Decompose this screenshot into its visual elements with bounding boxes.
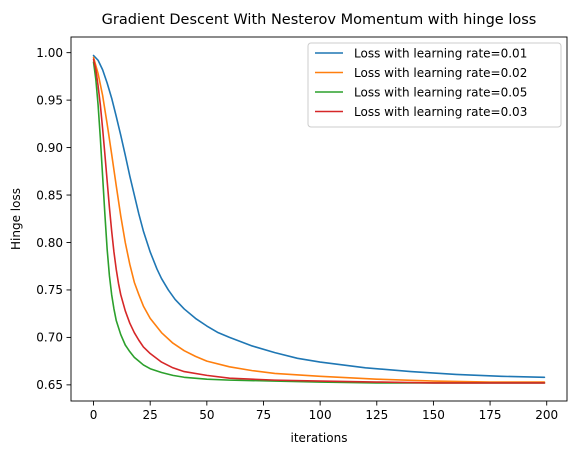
series-line-1	[92, 56, 546, 383]
x-tick-label: 200	[535, 408, 558, 422]
legend: Loss with learning rate=0.01 Loss with le…	[307, 42, 562, 128]
x-axis-ticks: 0 25 50 75 100 125 150 175 200	[90, 401, 558, 422]
x-tick-label: 25	[143, 408, 158, 422]
x-tick-label: 175	[479, 408, 502, 422]
x-tick-label: 0	[90, 408, 98, 422]
series-line-0	[92, 54, 546, 379]
series-layer	[92, 54, 546, 384]
legend-label-1: Loss with learning rate=0.02	[354, 66, 527, 80]
y-tick-label: 0.95	[36, 93, 63, 107]
y-tick-label: 0.65	[36, 378, 63, 392]
x-tick-label: 100	[309, 408, 332, 422]
y-axis-ticks: 0.65 0.70 0.75 0.80 0.85 0.90 0.95 1.00	[36, 46, 71, 392]
x-axis-label: iterations	[291, 431, 348, 445]
chart-title: Gradient Descent With Nesterov Momentum …	[102, 12, 537, 28]
y-tick-label: 0.85	[36, 188, 63, 202]
y-tick-label: 0.90	[36, 141, 63, 155]
x-tick-label: 125	[365, 408, 388, 422]
legend-label-0: Loss with learning rate=0.01	[354, 46, 527, 60]
y-tick-label: 1.00	[36, 46, 63, 60]
x-tick-label: 75	[256, 408, 271, 422]
legend-label-2: Loss with learning rate=0.05	[354, 85, 527, 99]
legend-label-3: Loss with learning rate=0.03	[354, 105, 527, 119]
plot-frame	[70, 36, 568, 402]
series-line-2	[92, 61, 546, 384]
x-tick-label: 150	[422, 408, 445, 422]
legend-box	[307, 42, 562, 128]
y-tick-label: 0.70	[36, 331, 63, 345]
series-line-3	[92, 58, 546, 384]
y-tick-label: 0.75	[36, 283, 63, 297]
y-tick-label: 0.80	[36, 236, 63, 250]
y-axis-label: Hinge loss	[9, 188, 23, 250]
x-tick-label: 50	[199, 408, 214, 422]
